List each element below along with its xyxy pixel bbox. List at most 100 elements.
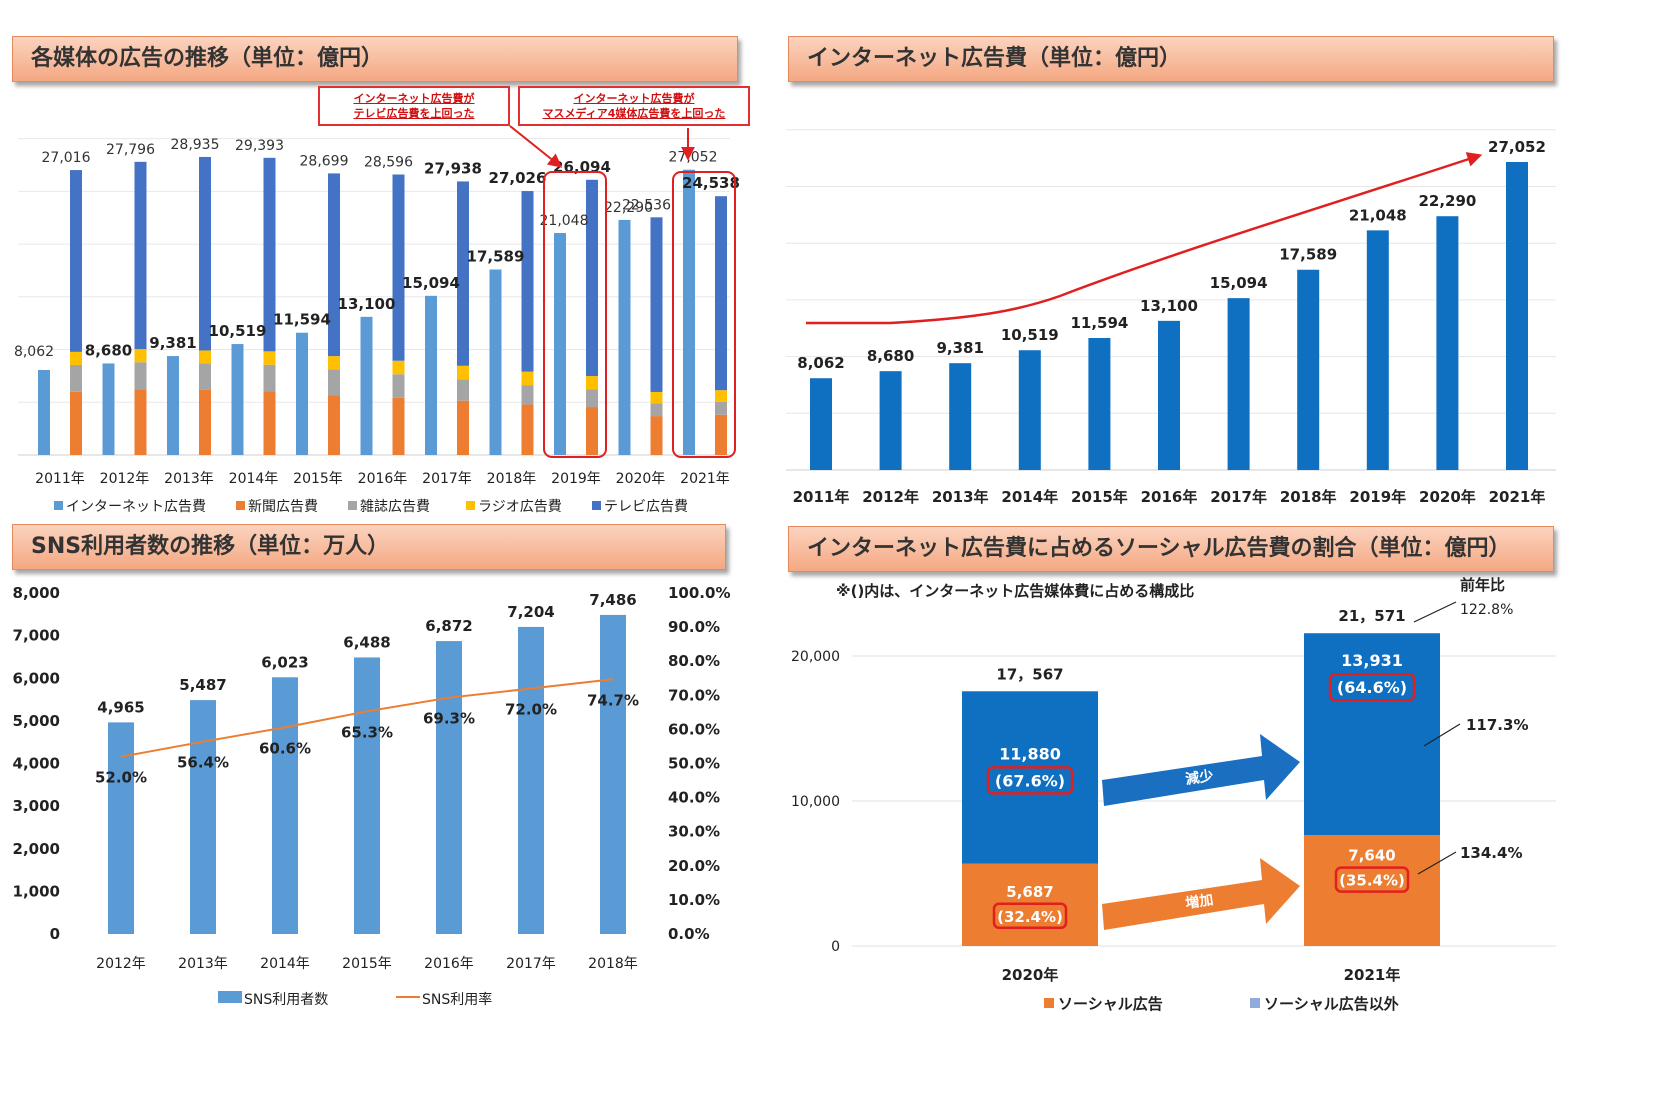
x-tick-label: 2015年 bbox=[342, 956, 392, 972]
bar-radio bbox=[521, 371, 534, 386]
label-internet: 8,062 bbox=[14, 344, 54, 360]
value-label: 17,589 bbox=[1279, 246, 1337, 264]
y2-tick-label: 90.0% bbox=[668, 618, 720, 636]
legend-label: 新聞広告費 bbox=[248, 499, 318, 515]
bar-newspaper bbox=[328, 395, 340, 455]
bar-newspaper bbox=[650, 416, 663, 455]
rate-label: 72.0% bbox=[505, 700, 557, 718]
rate-label: 65.3% bbox=[341, 723, 393, 741]
bar-newspaper bbox=[392, 397, 405, 455]
legend-swatch bbox=[348, 501, 357, 510]
note-text: ※()内は、インターネット広告媒体費に占める構成比 bbox=[836, 582, 1194, 600]
sns-rate-line bbox=[120, 678, 614, 758]
legend-label: 雑誌広告費 bbox=[360, 499, 430, 515]
bar-internet bbox=[1366, 230, 1389, 470]
bar-radio bbox=[586, 376, 598, 390]
y2-tick-label: 100.0% bbox=[668, 584, 730, 602]
label-mass-total: 28,699 bbox=[300, 153, 349, 169]
y2-tick-label: 40.0% bbox=[668, 789, 720, 807]
y-tick-label: 1,000 bbox=[13, 882, 60, 900]
value-label: 22,290 bbox=[1418, 192, 1476, 210]
callout-arrow bbox=[509, 125, 563, 168]
legend-label: ソーシャル広告以外 bbox=[1264, 995, 1399, 1013]
x-tick-label: 2016年 bbox=[424, 956, 474, 972]
bar-tv bbox=[263, 157, 276, 352]
legend-label: SNS利用率 bbox=[422, 991, 492, 1008]
label-mass-total: 28,596 bbox=[364, 154, 413, 170]
share-label-non-social: (64.6%) bbox=[1337, 678, 1407, 697]
rate-label: 74.7% bbox=[587, 691, 639, 709]
x-tick-label: 2013年 bbox=[164, 471, 214, 487]
y-tick-label: 20,000 bbox=[791, 649, 840, 665]
y2-tick-label: 60.0% bbox=[668, 720, 720, 738]
value-label-non-social: 13,931 bbox=[1341, 651, 1403, 670]
bar-sns-users bbox=[272, 677, 298, 934]
legend-label: インターネット広告費 bbox=[66, 499, 206, 515]
bar-newspaper bbox=[70, 391, 82, 455]
x-tick-label: 2014年 bbox=[260, 956, 310, 972]
y2-tick-label: 10.0% bbox=[668, 891, 720, 909]
x-tick-label: 2012年 bbox=[100, 471, 150, 487]
bar-radio bbox=[392, 360, 405, 375]
leader-line bbox=[1417, 851, 1457, 875]
x-tick-label: 2011年 bbox=[793, 488, 850, 506]
legend-swatch bbox=[592, 501, 601, 510]
value-label-social: 5,687 bbox=[1006, 883, 1053, 901]
bar-sns-users bbox=[354, 657, 380, 934]
label-internet: 10,519 bbox=[209, 322, 267, 340]
x-tick-label: 2017年 bbox=[422, 471, 472, 487]
value-label: 6,488 bbox=[343, 633, 390, 651]
bar-tv bbox=[586, 179, 598, 377]
bar-internet bbox=[1436, 216, 1459, 470]
x-tick-label: 2013年 bbox=[932, 488, 989, 506]
x-tick-label: 2019年 bbox=[551, 471, 601, 487]
bar-radio bbox=[457, 365, 469, 380]
bar-tv bbox=[392, 174, 405, 361]
value-label: 10,519 bbox=[1001, 326, 1059, 344]
bar-internet bbox=[879, 371, 902, 470]
callout2-line2: マスメディア4媒体広告費を上回った bbox=[542, 107, 726, 120]
legend-swatch bbox=[466, 501, 475, 510]
label-internet: 22,290 bbox=[604, 200, 653, 216]
share-box bbox=[1334, 866, 1410, 893]
label-internet: 17,589 bbox=[467, 247, 525, 265]
y2-tick-label: 0.0% bbox=[668, 925, 710, 943]
value-label: 7,486 bbox=[589, 591, 636, 609]
bar-non-social-ad bbox=[1304, 633, 1440, 836]
label-mass-total: 29,393 bbox=[235, 138, 284, 154]
panel2-title: インターネット広告費（単位：億円） bbox=[788, 36, 1554, 82]
x-tick-label: 2016年 bbox=[1141, 488, 1198, 506]
leader-line bbox=[1413, 601, 1457, 623]
bar-internet bbox=[683, 169, 695, 456]
bar-magazine bbox=[199, 363, 211, 390]
x-tick-label: 2018年 bbox=[588, 956, 638, 972]
y-tick-label: 2,000 bbox=[13, 840, 60, 858]
x-tick-label: 2013年 bbox=[178, 956, 228, 972]
bar-magazine bbox=[521, 385, 534, 405]
value-label: 11,594 bbox=[1070, 314, 1128, 332]
x-tick-label: 2012年 bbox=[96, 956, 146, 972]
legend-swatch bbox=[218, 991, 242, 1003]
label-internet: 15,094 bbox=[402, 274, 460, 292]
yoy-header: 前年比 bbox=[1460, 576, 1505, 594]
legend-swatch bbox=[1044, 998, 1054, 1008]
bar-tv bbox=[457, 181, 469, 366]
bar-internet bbox=[618, 219, 631, 455]
share-label-social: (35.4%) bbox=[1339, 872, 1405, 890]
legend-swatch bbox=[54, 501, 63, 510]
bar-radio bbox=[134, 349, 147, 363]
callout1-line1: インターネット広告費が bbox=[353, 92, 475, 105]
x-tick-label: 2021年 bbox=[1344, 966, 1401, 984]
legend-swatch bbox=[1250, 998, 1260, 1008]
x-tick-label: 2020年 bbox=[1419, 488, 1476, 506]
share-box bbox=[1328, 672, 1416, 702]
bar-tv bbox=[134, 161, 147, 350]
bar-sns-users bbox=[518, 626, 544, 934]
total-label: 17，567 bbox=[996, 665, 1063, 683]
bar-magazine bbox=[134, 362, 147, 390]
bar-magazine bbox=[328, 369, 340, 396]
x-tick-label: 2021年 bbox=[680, 471, 730, 487]
bar-tv bbox=[650, 217, 663, 392]
